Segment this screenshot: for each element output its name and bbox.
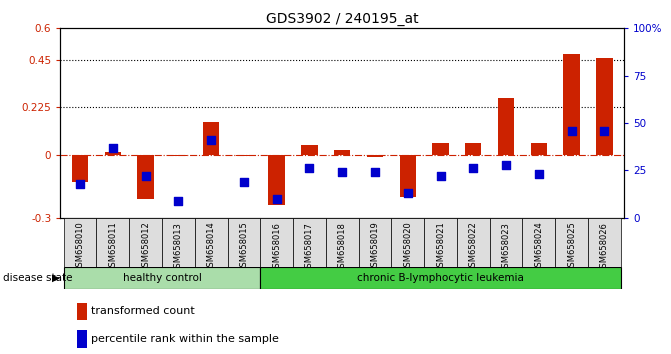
Text: GSM658012: GSM658012: [141, 222, 150, 273]
Bar: [424, 218, 457, 267]
Bar: [523, 218, 555, 267]
Bar: [555, 218, 588, 267]
Bar: [195, 218, 227, 267]
Bar: [77, 331, 87, 348]
Text: GSM658026: GSM658026: [600, 222, 609, 273]
Bar: [227, 218, 260, 267]
Point: [304, 166, 315, 171]
Text: GSM658025: GSM658025: [567, 222, 576, 273]
Text: ▶: ▶: [52, 273, 60, 283]
Bar: [64, 267, 260, 289]
Bar: [596, 58, 613, 155]
Text: GSM658024: GSM658024: [534, 222, 544, 273]
Bar: [531, 143, 547, 155]
Text: disease state: disease state: [3, 273, 73, 283]
Bar: [203, 122, 219, 155]
Bar: [77, 303, 87, 320]
Bar: [465, 143, 482, 155]
Title: GDS3902 / 240195_at: GDS3902 / 240195_at: [266, 12, 419, 26]
Bar: [260, 218, 293, 267]
Point: [566, 128, 577, 133]
Text: GSM658022: GSM658022: [469, 222, 478, 273]
Text: chronic B-lymphocytic leukemia: chronic B-lymphocytic leukemia: [357, 273, 524, 283]
Bar: [236, 155, 252, 156]
Text: GSM658018: GSM658018: [338, 222, 347, 273]
Bar: [334, 150, 350, 155]
Text: GSM658014: GSM658014: [207, 222, 215, 273]
Point: [74, 181, 85, 187]
Point: [173, 198, 184, 204]
Text: GSM658010: GSM658010: [76, 222, 85, 273]
Text: GSM658023: GSM658023: [501, 222, 511, 273]
Text: GSM658019: GSM658019: [370, 222, 380, 273]
Point: [107, 145, 118, 150]
Bar: [588, 218, 621, 267]
Text: percentile rank within the sample: percentile rank within the sample: [91, 334, 279, 344]
Bar: [490, 218, 523, 267]
Bar: [97, 218, 130, 267]
Point: [533, 171, 544, 177]
Bar: [293, 218, 326, 267]
Point: [599, 128, 610, 133]
Text: GSM658016: GSM658016: [272, 222, 281, 273]
Bar: [457, 218, 490, 267]
Point: [238, 179, 249, 184]
Text: GSM658020: GSM658020: [403, 222, 412, 273]
Text: GSM658017: GSM658017: [305, 222, 314, 273]
Text: transformed count: transformed count: [91, 306, 195, 316]
Bar: [105, 153, 121, 155]
Point: [370, 170, 380, 175]
Bar: [260, 267, 621, 289]
Bar: [162, 218, 195, 267]
Bar: [72, 155, 89, 182]
Bar: [391, 218, 424, 267]
Point: [337, 170, 348, 175]
Bar: [170, 155, 187, 156]
Point: [206, 137, 217, 143]
Bar: [564, 53, 580, 155]
Text: GSM658015: GSM658015: [240, 222, 248, 273]
Point: [468, 166, 478, 171]
Point: [435, 173, 446, 179]
Bar: [268, 155, 285, 205]
Bar: [64, 218, 97, 267]
Bar: [367, 155, 383, 157]
Bar: [326, 218, 358, 267]
Bar: [432, 143, 449, 155]
Text: healthy control: healthy control: [123, 273, 201, 283]
Bar: [301, 145, 317, 155]
Text: GSM658021: GSM658021: [436, 222, 445, 273]
Point: [501, 162, 511, 167]
Bar: [498, 98, 514, 155]
Bar: [138, 155, 154, 199]
Text: GSM658011: GSM658011: [108, 222, 117, 273]
Bar: [399, 155, 416, 197]
Bar: [130, 218, 162, 267]
Point: [140, 173, 151, 179]
Text: GSM658013: GSM658013: [174, 222, 183, 273]
Point: [271, 196, 282, 202]
Point: [403, 190, 413, 196]
Bar: [358, 218, 391, 267]
